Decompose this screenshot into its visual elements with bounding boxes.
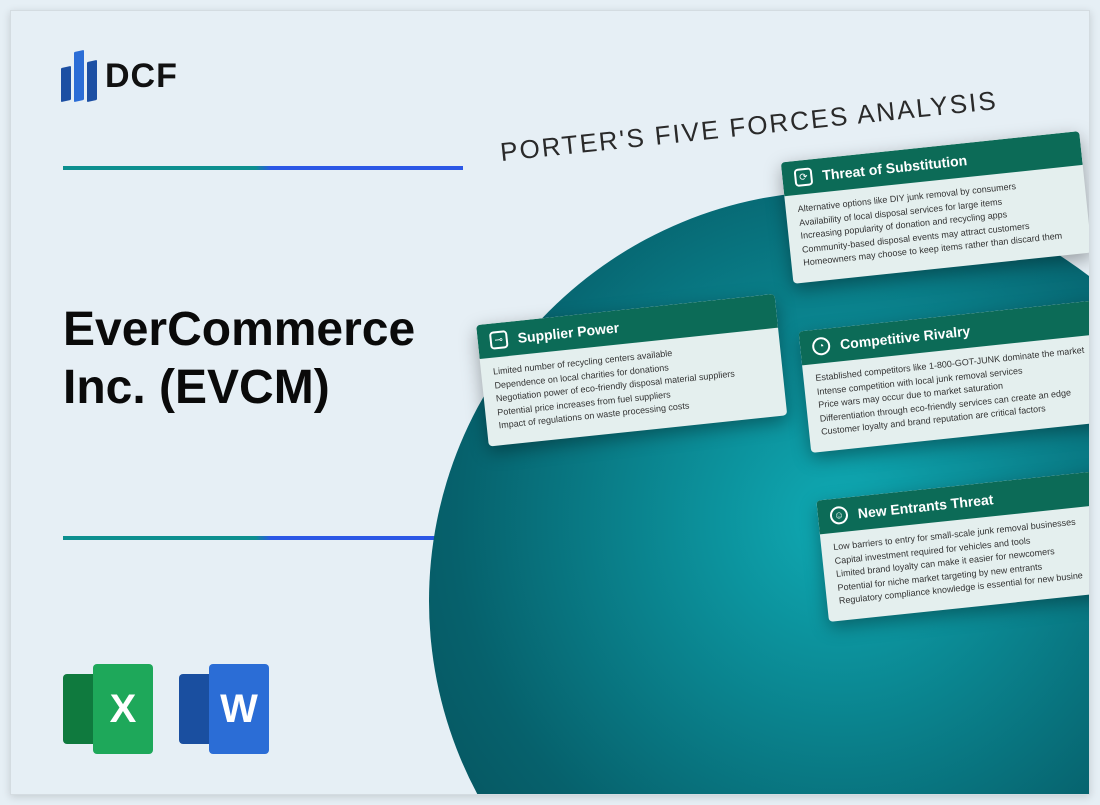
card-title: New Entrants Threat — [857, 491, 994, 521]
card-rivalry: ◔ Competitive Rivalry Established compet… — [799, 300, 1090, 453]
card-entrants: ☺ New Entrants Threat Low barriers to en… — [816, 469, 1090, 622]
card-substitution: ⟳ Threat of Substitution Alternative opt… — [781, 131, 1090, 284]
card-frame: DCF EverCommerce Inc. (EVCM) X W PORTER'… — [10, 10, 1090, 795]
divider-bottom — [63, 536, 463, 540]
title-line-2: Inc. (EVCM) — [63, 361, 330, 414]
word-letter: W — [209, 664, 269, 754]
logo-text: DCF — [105, 57, 178, 96]
card-title: Supplier Power — [517, 319, 620, 346]
key-icon: ⊸ — [489, 330, 509, 350]
excel-letter: X — [93, 664, 153, 754]
refresh-icon: ⟳ — [794, 167, 814, 187]
title-line-1: EverCommerce — [63, 303, 415, 356]
logo-bars-icon — [61, 51, 97, 101]
divider-top — [63, 166, 463, 170]
excel-icon[interactable]: X — [63, 664, 153, 754]
app-icons: X W — [63, 664, 269, 754]
dcf-logo: DCF — [61, 51, 178, 101]
word-icon[interactable]: W — [179, 664, 269, 754]
person-icon: ☺ — [829, 505, 849, 525]
pie-icon: ◔ — [811, 336, 831, 356]
cards-group: ⟳ Threat of Substitution Alternative opt… — [461, 119, 1090, 743]
card-title: Competitive Rivalry — [839, 323, 971, 353]
page-title: EverCommerce Inc. (EVCM) — [63, 301, 415, 416]
card-supplier: ⊸ Supplier Power Limited number of recyc… — [476, 294, 787, 447]
